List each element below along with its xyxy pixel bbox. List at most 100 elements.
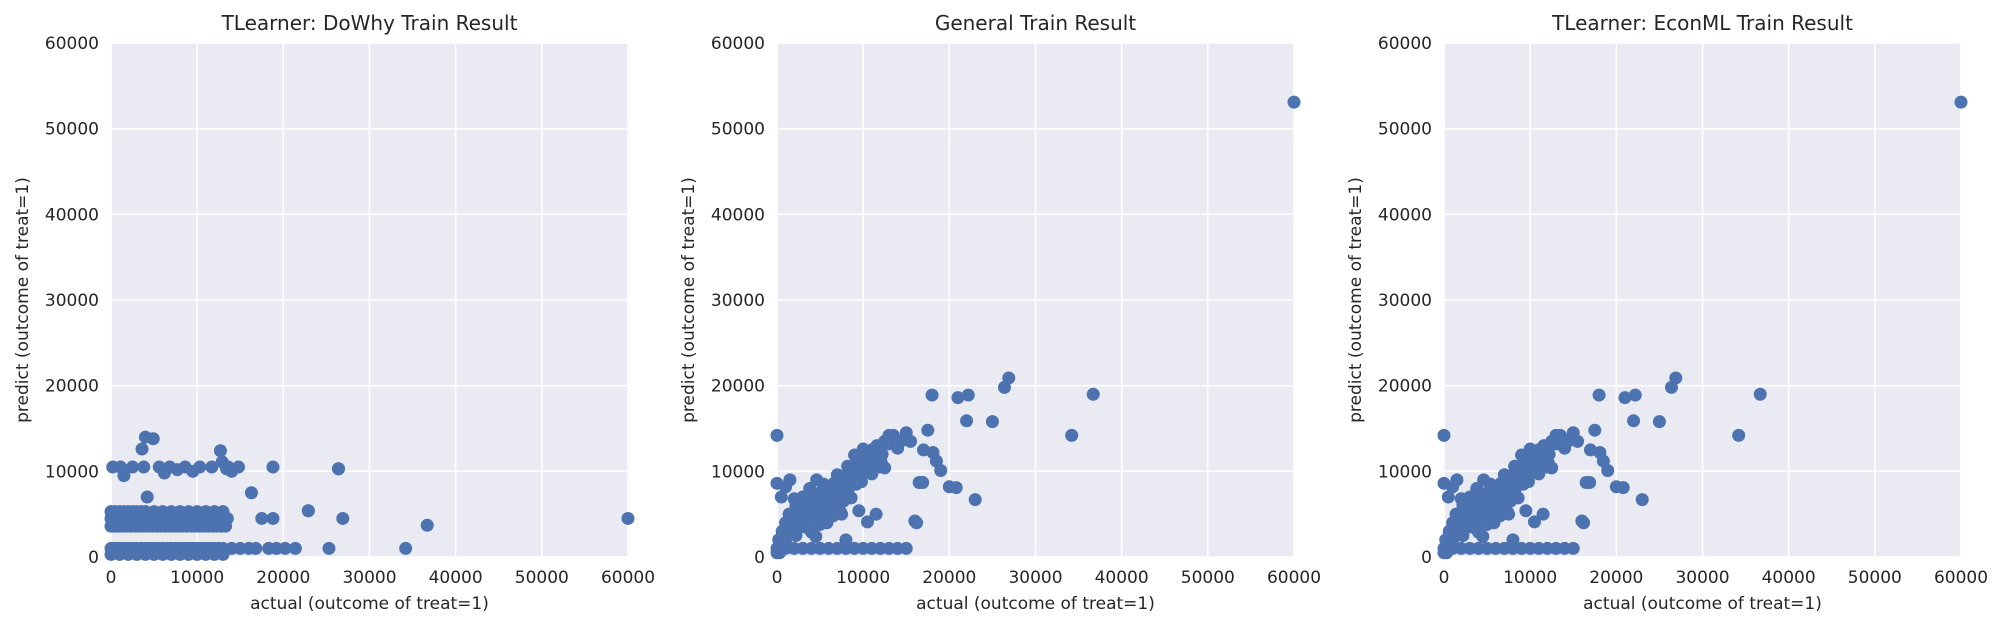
- scatter-point: [1502, 507, 1516, 521]
- scatter-point: [331, 462, 345, 476]
- scatter-point: [1616, 481, 1630, 495]
- scatter-point: [621, 511, 635, 525]
- scatter-point: [844, 491, 858, 505]
- scatter-point: [1753, 387, 1767, 401]
- scatter-point: [1618, 391, 1632, 405]
- x-tick-label: 40000: [429, 568, 483, 588]
- scatter-point: [249, 541, 263, 555]
- scatter-point: [126, 460, 140, 474]
- scatter-point: [787, 492, 801, 506]
- y-tick-label: 0: [1421, 548, 1432, 568]
- scatter-point: [852, 504, 866, 518]
- scatter-point: [266, 511, 280, 525]
- scatter-point: [961, 388, 975, 402]
- x-tick-label: 20000: [922, 568, 976, 588]
- scatter-point: [1450, 473, 1464, 487]
- x-tick-label: 0: [1439, 568, 1450, 588]
- scatter-point: [420, 518, 434, 532]
- scatter-point: [910, 516, 924, 530]
- scatter-point: [193, 460, 207, 474]
- scatter-point: [783, 473, 797, 487]
- y-tick-label: 20000: [711, 377, 765, 397]
- scatter-point: [1588, 423, 1602, 437]
- scatter-point: [916, 475, 930, 489]
- scatter-point: [870, 440, 884, 454]
- scatter-point: [934, 463, 948, 477]
- y-tick-label: 60000: [711, 34, 765, 54]
- y-axis-label: predict (outcome of treat=1): [1346, 177, 1366, 423]
- scatter-point: [1519, 504, 1533, 518]
- scatter-point: [817, 499, 831, 513]
- scatter-point: [157, 466, 171, 480]
- x-axis-label: actual (outcome of treat=1): [916, 594, 1155, 614]
- x-tick-label: 60000: [1934, 568, 1988, 588]
- y-tick-label: 40000: [45, 205, 99, 225]
- scatter-point: [813, 517, 827, 531]
- scatter-point: [1086, 387, 1100, 401]
- y-tick-label: 50000: [711, 120, 765, 140]
- scatter-point: [1583, 475, 1597, 489]
- scatter-point: [336, 511, 350, 525]
- x-tick-label: 50000: [1848, 568, 1902, 588]
- scatter-point: [1437, 546, 1451, 560]
- scatter-point: [1532, 467, 1546, 481]
- scatter-point: [1484, 499, 1498, 513]
- scatter-point: [904, 434, 918, 448]
- scatter-point: [1566, 541, 1580, 555]
- scatter-point: [244, 486, 258, 500]
- scatter-point: [225, 464, 239, 478]
- scatter-point: [1497, 493, 1511, 507]
- scatter-point: [878, 461, 892, 475]
- scatter-point: [843, 477, 857, 491]
- x-tick-label: 20000: [1589, 568, 1643, 588]
- y-tick-label: 30000: [711, 291, 765, 311]
- scatter-point: [137, 460, 151, 474]
- scatter-point: [817, 477, 831, 491]
- scatter-point: [1480, 517, 1494, 531]
- scatter-point: [968, 493, 982, 507]
- y-tick-label: 30000: [45, 291, 99, 311]
- scatter-point: [882, 437, 896, 451]
- y-axis-label: predict (outcome of treat=1): [679, 177, 699, 423]
- scatter-point: [1593, 445, 1607, 459]
- chart-title: General Train Result: [935, 11, 1136, 35]
- scatter-point: [809, 529, 823, 543]
- x-tick-label: 30000: [1008, 568, 1062, 588]
- scatter-point: [213, 444, 227, 458]
- x-tick-label: 50000: [1181, 568, 1235, 588]
- y-tick-label: 20000: [45, 377, 99, 397]
- scatter-point: [925, 388, 939, 402]
- scatter-point: [1441, 490, 1455, 504]
- scatter-point: [926, 445, 940, 459]
- scatter-point: [1549, 437, 1563, 451]
- scatter-point: [1732, 428, 1746, 442]
- scatter-point: [1527, 515, 1541, 529]
- scatter-point: [1536, 507, 1550, 521]
- scatter-point: [1571, 434, 1585, 448]
- scatter-point: [830, 493, 844, 507]
- scatter-point: [1510, 477, 1524, 491]
- scatter-point: [860, 515, 874, 529]
- scatter-point: [921, 423, 935, 437]
- x-tick-label: 30000: [1675, 568, 1729, 588]
- x-tick-label: 40000: [1095, 568, 1149, 588]
- y-tick-label: 60000: [1378, 34, 1432, 54]
- scatter-point: [1287, 95, 1301, 109]
- y-tick-label: 10000: [1378, 462, 1432, 482]
- scatter-point: [278, 541, 292, 555]
- scatter-point: [1635, 493, 1649, 507]
- scatter-point: [301, 504, 315, 518]
- scatter-point: [255, 511, 269, 525]
- scatter-point: [138, 430, 152, 444]
- scatter-point: [1577, 516, 1591, 530]
- scatter-point: [1437, 428, 1451, 442]
- scatter-point: [899, 541, 913, 555]
- y-tick-label: 0: [754, 548, 765, 568]
- scatter-point: [1484, 477, 1498, 491]
- y-tick-label: 0: [88, 548, 99, 568]
- scatter-point: [960, 414, 974, 428]
- chart-panel-2: 0 10000 20000 30000 40000 50000 60000 0 10000 200…: [1346, 11, 1988, 614]
- scatter-points: [104, 430, 635, 561]
- y-tick-label: 30000: [1378, 291, 1432, 311]
- x-tick-label: 60000: [601, 568, 655, 588]
